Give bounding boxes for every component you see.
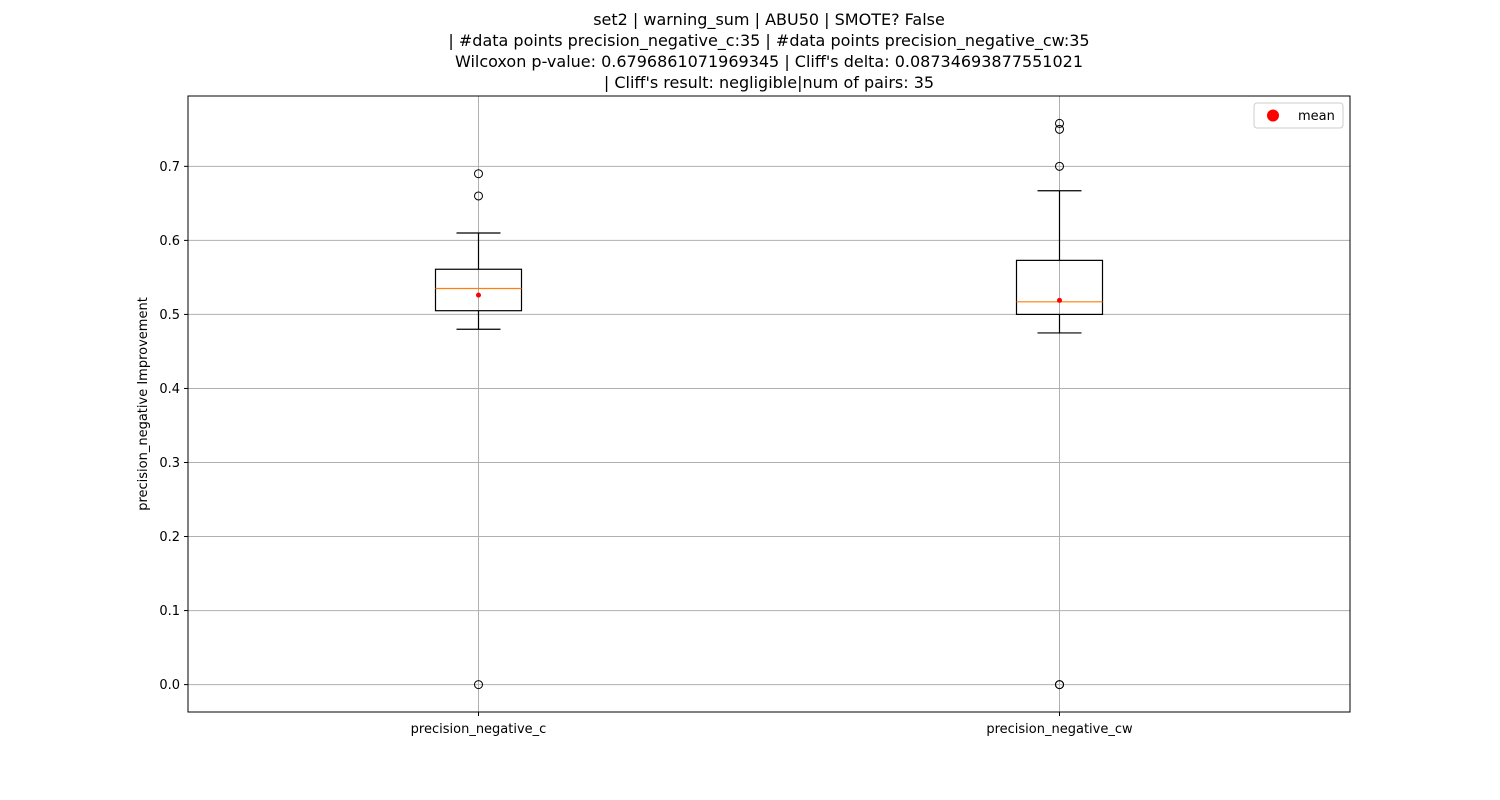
outlier-point: [474, 191, 483, 201]
iqr-box: [434, 268, 523, 312]
title-line-3: Wilcoxon p-value: 0.6796861071969345 | C…: [455, 52, 1083, 71]
box-group: [1015, 118, 1104, 690]
outlier-point: [1055, 118, 1064, 128]
plot-area-frame: [187, 95, 1351, 713]
y-tick-label: 0.6: [159, 234, 180, 249]
legend-frame: [1253, 102, 1344, 129]
iqr-box: [1015, 259, 1104, 316]
x-axis: precision_negative_c precision_negative_c…: [411, 712, 1133, 737]
y-tick-label: 0.0: [159, 678, 180, 693]
boxes: [434, 118, 1104, 690]
outlier-point: [474, 680, 483, 690]
grid-lines: [188, 96, 1350, 712]
y-tick-label: 0.5: [159, 308, 180, 323]
outlier-point: [474, 169, 483, 179]
legend-mean-label: mean: [1298, 109, 1335, 124]
outlier-point: [1055, 161, 1064, 171]
y-tick-label: 0.7: [159, 160, 180, 175]
box-group: [434, 169, 523, 690]
y-tick-label: 0.1: [159, 604, 180, 619]
legend: mean: [1253, 102, 1344, 129]
mean-marker: [476, 292, 481, 298]
mean-marker: [1057, 297, 1062, 303]
chart-title: set2 | warning_sum | ABU50 | SMOTE? Fals…: [448, 10, 1089, 92]
x-tick-label: precision_negative_c: [411, 722, 547, 737]
y-tick-label: 0.3: [159, 456, 180, 471]
y-axis-label: precision_negative Improvement: [136, 297, 151, 511]
title-line-1: set2 | warning_sum | ABU50 | SMOTE? Fals…: [593, 10, 945, 30]
x-tick-label: precision_negative_cw: [986, 722, 1133, 737]
y-tick-label: 0.4: [159, 382, 180, 397]
title-line-4: | Cliff's result: negligible|num of pair…: [604, 73, 934, 92]
title-line-2: | #data points precision_negative_c:35 |…: [448, 31, 1089, 51]
legend-mean-marker: [1267, 109, 1279, 122]
y-tick-label: 0.2: [159, 530, 180, 545]
outlier-point: [1055, 680, 1064, 690]
y-axis: 0.0 0.1 0.2 0.3 0.4 0.5 0.6 0.7: [159, 160, 188, 693]
outlier-point: [1055, 124, 1064, 134]
